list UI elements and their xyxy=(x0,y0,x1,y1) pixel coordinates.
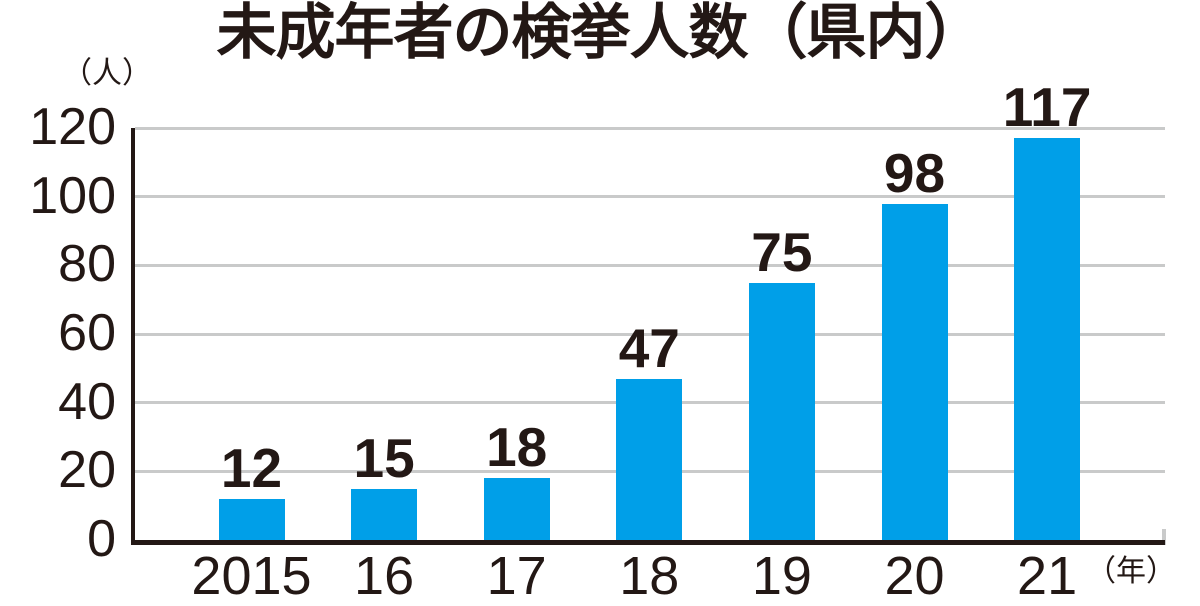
x-tick-label-21: 21 xyxy=(1017,546,1078,606)
y-tick-label-100: 100 xyxy=(29,166,116,225)
y-tick-label-80: 80 xyxy=(58,235,116,294)
bar-value-label-17: 18 xyxy=(486,416,548,479)
x-axis-right-end-tick xyxy=(1162,529,1166,545)
x-axis-baseline xyxy=(131,540,1165,545)
y-tick-label-40: 40 xyxy=(58,372,116,431)
y-tick-label-60: 60 xyxy=(58,304,116,362)
y-tick-label-0: 0 xyxy=(87,510,116,568)
gridline-80 xyxy=(135,263,1165,267)
x-tick-label-17: 17 xyxy=(486,546,547,606)
bar-20 xyxy=(881,203,948,540)
gridline-60 xyxy=(135,332,1165,336)
bar-value-label-20: 98 xyxy=(883,141,946,204)
bar-17 xyxy=(483,478,550,540)
y-tick-label-20: 20 xyxy=(58,441,116,500)
y-axis-line xyxy=(131,128,135,545)
x-tick-label-2015: 2015 xyxy=(191,546,312,606)
y-tick-label-120: 120 xyxy=(29,98,116,156)
y-axis-unit-label: （人） xyxy=(62,57,152,90)
gridline-120 xyxy=(135,126,1165,130)
bar-2015 xyxy=(218,498,285,540)
bar-18 xyxy=(616,378,683,540)
x-tick-label-18: 18 xyxy=(619,546,680,606)
chart-title: 未成年者の検挙人数（県内） xyxy=(216,0,985,66)
x-tick-label-16: 16 xyxy=(354,546,415,606)
bar-value-label-19: 75 xyxy=(751,220,813,283)
bar-value-label-18: 47 xyxy=(618,316,680,379)
bar-16 xyxy=(351,488,418,540)
x-tick-label-20: 20 xyxy=(884,546,945,606)
bar-value-label-2015: 12 xyxy=(220,436,283,499)
bar-value-label-16: 15 xyxy=(353,426,415,489)
x-axis-unit-label: （年） xyxy=(1086,555,1176,588)
bar-19 xyxy=(748,282,815,540)
bar-value-label-21: 117 xyxy=(1002,76,1092,139)
x-tick-label-19: 19 xyxy=(751,546,812,606)
gridline-100 xyxy=(135,195,1165,199)
bar-21 xyxy=(1014,138,1081,540)
